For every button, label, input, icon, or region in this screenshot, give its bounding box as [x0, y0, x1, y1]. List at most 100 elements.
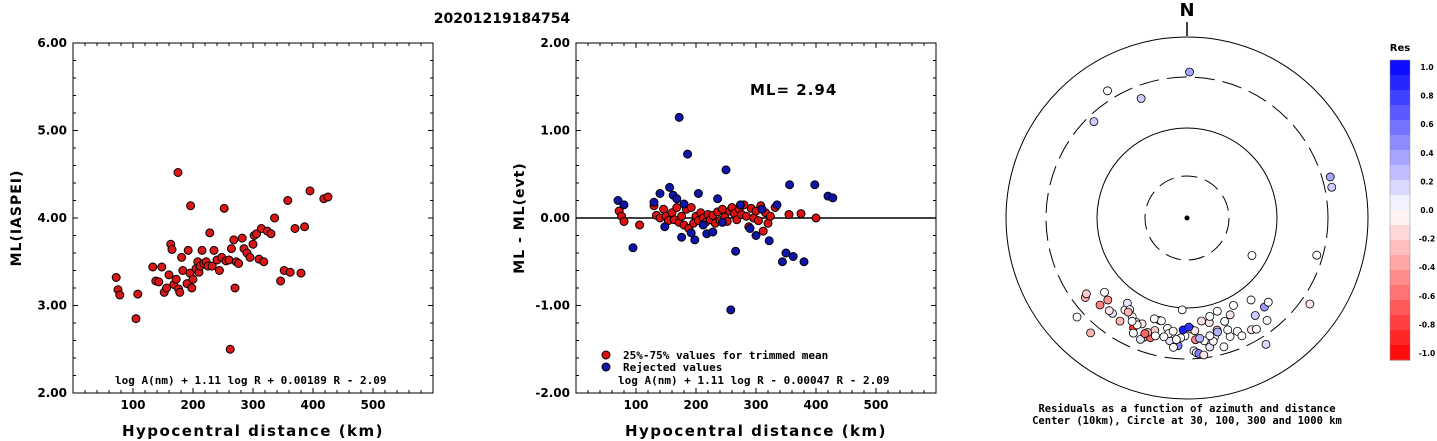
colorbar-segment — [1390, 150, 1410, 166]
legend-marker-rejected — [601, 362, 611, 372]
rejected-point — [751, 231, 761, 240]
colorbar-segment — [1390, 90, 1410, 106]
ring-300km — [1045, 76, 1329, 360]
trimmed-mean-point — [796, 209, 806, 219]
colorbar-tick-label: 0.6 — [1420, 120, 1433, 129]
station-point — [1115, 316, 1125, 326]
trimmed-mean-point — [717, 204, 727, 214]
y-tick-label: 0.00 — [540, 211, 570, 225]
data-point — [167, 245, 177, 254]
data-point — [226, 244, 236, 254]
colorbar-segment — [1390, 300, 1410, 316]
rejected-point — [674, 112, 684, 122]
data-point — [248, 239, 258, 249]
data-point — [115, 290, 125, 300]
colorbar-segment — [1390, 255, 1410, 271]
rejected-point — [785, 180, 795, 190]
trimmed-mean-point — [753, 216, 763, 226]
station-point — [1220, 316, 1230, 326]
trimmed-mean-point — [741, 211, 751, 221]
data-point — [187, 283, 197, 293]
legend-marker-trimmed — [601, 350, 611, 360]
data-point — [305, 186, 315, 196]
x-tick-label: 400 — [803, 398, 828, 412]
y-tick-label: 6.00 — [37, 36, 67, 50]
y-tick-label: 4.00 — [37, 211, 67, 225]
rejected-point — [649, 197, 659, 207]
data-point — [148, 262, 158, 272]
x-tick-label: 500 — [360, 398, 385, 412]
station-point — [1123, 307, 1133, 317]
station-point — [1312, 250, 1322, 260]
colorbar-segment — [1390, 75, 1410, 91]
station-point — [1205, 312, 1215, 321]
station-point — [1213, 327, 1222, 337]
rejected-point — [708, 227, 718, 237]
rejected-point — [665, 182, 675, 192]
station-point — [1263, 297, 1273, 307]
ring-30km — [1144, 175, 1230, 261]
station-point — [1262, 316, 1272, 325]
panel-ml-iaspei: 2.00 3.00 4.00 5.00 6.00 100 200 300 400 500 Hypoc… — [9, 36, 434, 440]
rejected-point — [679, 199, 689, 209]
data-point — [234, 259, 244, 268]
data-point — [270, 213, 280, 223]
data-point — [323, 192, 333, 202]
rejected-point — [799, 257, 809, 267]
data-point — [162, 283, 172, 293]
station-point — [1325, 172, 1335, 182]
y-tick-label: -1.00 — [535, 299, 570, 313]
station-point — [1089, 117, 1099, 127]
station-point — [1205, 331, 1215, 341]
colorbar-tick-label: 0.4 — [1420, 149, 1433, 158]
epicenter-dot — [1184, 215, 1190, 221]
data-point — [188, 274, 198, 284]
colorbar-segment — [1390, 210, 1410, 226]
data-point — [290, 224, 300, 233]
data-point — [219, 203, 229, 213]
x-tick-label: 100 — [120, 398, 145, 412]
station-point — [1103, 295, 1113, 305]
rejected-point — [677, 232, 687, 242]
data-point — [164, 270, 174, 280]
colorbar-tick-label: 0.2 — [1420, 177, 1433, 186]
rejected-point — [693, 189, 703, 198]
station-point — [1128, 328, 1138, 338]
colorbar-segment — [1390, 165, 1410, 181]
x-tick-label: 300 — [743, 398, 768, 412]
station-point — [1247, 251, 1257, 260]
colorbar-tick-label: -0.2 — [1419, 235, 1435, 244]
data-point — [230, 283, 240, 293]
station-point — [1219, 342, 1229, 352]
legend-label-rejected: Rejected values — [623, 361, 722, 374]
x-tick-label: 200 — [683, 398, 708, 412]
colorbar-tick-label: -1.0 — [1419, 349, 1435, 358]
station-point — [1237, 331, 1247, 341]
data-point — [276, 276, 286, 286]
rejected-point — [788, 252, 798, 261]
rejected-point — [619, 200, 629, 210]
caption-line-1: Residuals as a function of azimuth and d… — [1038, 403, 1335, 415]
y-tick-label: 2.00 — [37, 386, 67, 400]
x-tick-label: 200 — [180, 398, 205, 412]
panel-ml-residual: -2.00 -1.00 0.00 1.00 2.00 100 200 300 400 500 Hyp… — [512, 36, 937, 440]
rejected-point — [672, 194, 682, 204]
data-point — [207, 261, 217, 271]
station-point — [1261, 339, 1271, 349]
colorbar-segment — [1390, 105, 1410, 121]
colorbar-tick-label: 1.0 — [1420, 63, 1433, 72]
colorbar-segment — [1390, 60, 1410, 76]
data-point — [245, 252, 255, 262]
rejected-point — [764, 236, 774, 246]
station-point — [1305, 299, 1315, 309]
station-point — [1081, 289, 1091, 299]
station-point — [1104, 306, 1114, 316]
x-tick-label: 500 — [863, 398, 888, 412]
trimmed-mean-point — [758, 226, 768, 236]
colorbar-tick-label: 0.8 — [1420, 92, 1433, 101]
station-point — [1197, 316, 1206, 326]
colorbar-segment — [1390, 195, 1410, 211]
station-point — [1140, 329, 1150, 338]
station-point — [1103, 86, 1112, 96]
rejected-point — [777, 257, 787, 267]
